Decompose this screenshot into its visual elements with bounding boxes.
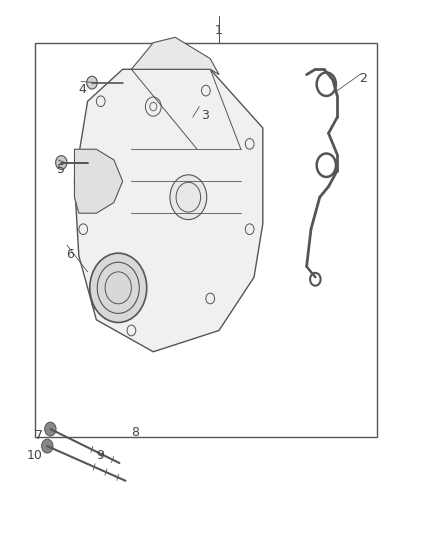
- Text: 10: 10: [26, 449, 42, 462]
- Text: 6: 6: [66, 248, 74, 261]
- Circle shape: [56, 156, 67, 169]
- Text: 2: 2: [359, 72, 367, 85]
- Text: 9: 9: [96, 449, 104, 462]
- Text: 8: 8: [131, 426, 139, 439]
- Polygon shape: [131, 37, 219, 75]
- Text: 5: 5: [57, 163, 65, 175]
- Circle shape: [170, 175, 207, 220]
- Text: 4: 4: [79, 83, 87, 95]
- Circle shape: [45, 422, 56, 436]
- Circle shape: [90, 253, 147, 322]
- Circle shape: [42, 439, 53, 453]
- Text: 3: 3: [201, 109, 209, 122]
- Polygon shape: [74, 149, 123, 213]
- Text: 1: 1: [215, 24, 223, 37]
- Text: 7: 7: [35, 429, 43, 442]
- Polygon shape: [74, 69, 263, 352]
- Circle shape: [87, 76, 97, 89]
